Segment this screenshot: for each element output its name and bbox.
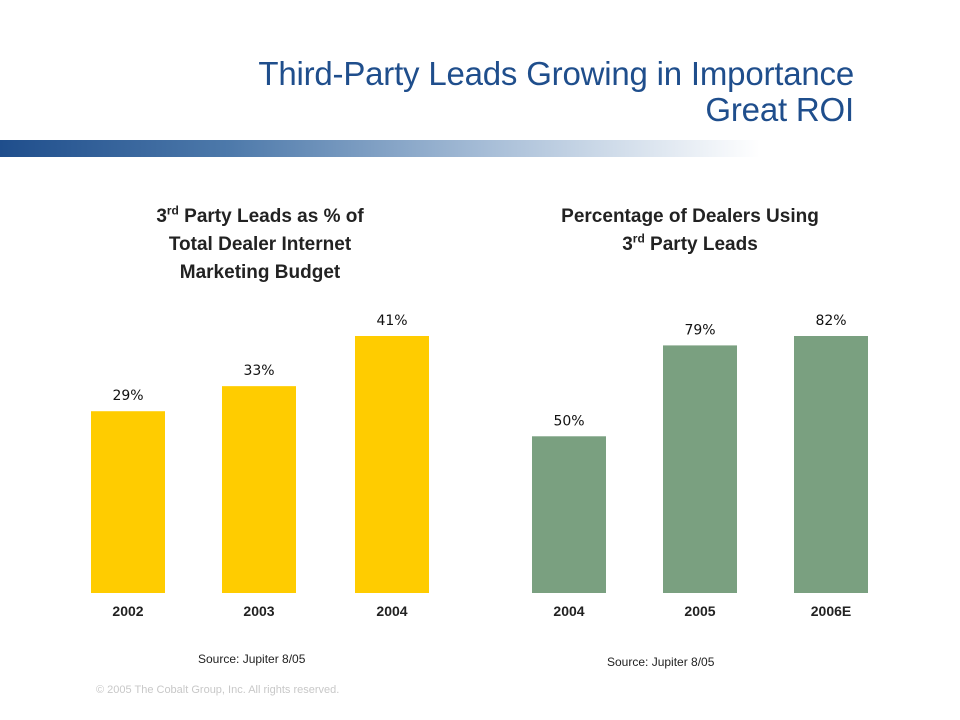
- left-title-text-2: Total Dealer Internet: [168, 234, 352, 255]
- right-data-label-2005: 79%: [684, 322, 715, 338]
- left-chart-source: Source: Jupiter 8/05: [198, 652, 306, 666]
- left-title-ordinal: rd: [166, 203, 179, 218]
- left-data-label-2004: 41%: [376, 313, 407, 329]
- right-title-ordinal: rd: [632, 231, 645, 246]
- header-gradient-bar: [0, 140, 760, 157]
- left-category-label-2003: 2003: [243, 603, 274, 619]
- left-data-label-2003: 33%: [243, 363, 274, 379]
- right-title-text-1: Percentage of Dealers Using: [561, 206, 819, 227]
- copyright-notice: © 2005 The Cobalt Group, Inc. All rights…: [96, 684, 340, 696]
- left-category-label-2004: 2004: [376, 603, 407, 619]
- left-title-text-3: Marketing Budget: [179, 262, 341, 283]
- right-data-label-2004: 50%: [553, 413, 584, 429]
- right-data-label-2006E: 82%: [815, 313, 846, 329]
- left-title-number: 3: [156, 206, 167, 227]
- right-bar-2005: [663, 345, 737, 593]
- right-bar-2004: [532, 436, 606, 593]
- right-category-label-2005: 2005: [684, 603, 715, 619]
- left-title-text-1: Party Leads as % of: [178, 206, 364, 227]
- slide-title-line-2: Great ROI: [705, 91, 854, 128]
- left-bar-2002: [91, 411, 165, 593]
- right-chart-source: Source: Jupiter 8/05: [607, 655, 715, 669]
- right-title-text-2: Party Leads: [644, 234, 758, 255]
- right-category-label-2006E: 2006E: [811, 603, 851, 619]
- slide-title-line-1: Third-Party Leads Growing in Importance: [258, 55, 854, 92]
- left-bar-2003: [222, 386, 296, 593]
- left-chart-title: 3rd Party Leads as % of Total Dealer Int…: [80, 203, 440, 287]
- right-chart-title: Percentage of Dealers Using 3rd Party Le…: [500, 203, 880, 259]
- right-title-number: 3: [622, 234, 633, 255]
- left-bar-2004: [355, 336, 429, 593]
- right-category-label-2004: 2004: [553, 603, 584, 619]
- left-category-label-2002: 2002: [112, 603, 143, 619]
- right-bar-2006E: [794, 336, 868, 593]
- left-data-label-2002: 29%: [112, 388, 143, 404]
